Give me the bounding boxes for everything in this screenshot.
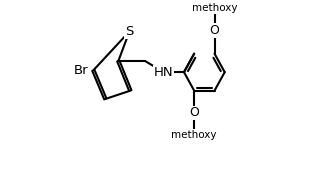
Text: S: S (125, 25, 134, 38)
Text: methoxy: methoxy (192, 3, 237, 13)
Text: HN: HN (154, 66, 173, 79)
Text: Br: Br (74, 64, 89, 77)
Text: O: O (189, 106, 199, 119)
Text: methoxy: methoxy (171, 130, 217, 140)
Text: O: O (210, 24, 219, 37)
